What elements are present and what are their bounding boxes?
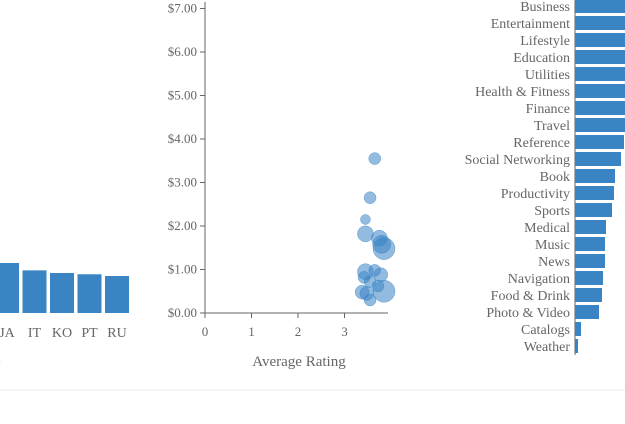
category-bar [575, 50, 625, 64]
language-bar [77, 274, 102, 313]
category-label: News [538, 255, 570, 270]
language-tick-label: IT [28, 326, 42, 341]
scatter-point [372, 237, 396, 260]
category-bar [575, 33, 625, 47]
scatter-point [372, 280, 396, 303]
y-tick-label: $1.00 [168, 262, 197, 277]
scatter-point [363, 191, 377, 204]
category-label: Sports [534, 204, 570, 219]
language-bar [22, 270, 47, 313]
category-label: Education [513, 51, 570, 66]
y-tick-label: $0.00 [168, 305, 197, 320]
category-label: Lifestyle [520, 34, 570, 49]
x-tick-label: 0 [202, 324, 209, 339]
category-bar [575, 288, 602, 302]
category-bar [575, 305, 599, 319]
category-label: Weather [524, 340, 571, 355]
category-label: Productivity [501, 187, 570, 202]
category-label: Medical [524, 221, 570, 236]
language-bar-chart: JA IT KO PT RU e [0, 262, 129, 370]
category-label: Social Networking [465, 153, 570, 168]
x-tick-label: 3 [341, 324, 348, 339]
category-bar [575, 339, 578, 353]
language-bar [50, 272, 74, 313]
x-tick-label: 1 [248, 324, 255, 339]
category-bar [575, 67, 625, 81]
category-bar [575, 0, 625, 13]
category-bar [575, 254, 605, 268]
y-tick-label: $5.00 [168, 88, 197, 103]
scatter-point [363, 293, 377, 307]
x-axis-label: e [0, 354, 1, 370]
language-tick-label: RU [107, 326, 126, 341]
x-axis-label: Average Rating [252, 354, 346, 370]
category-bar [575, 118, 625, 132]
category-bar [575, 203, 612, 217]
category-bar [575, 135, 624, 149]
category-bar [575, 101, 625, 115]
x-tick-label: 2 [295, 324, 302, 339]
y-tick-label: $6.00 [168, 44, 197, 59]
y-tick-label: $2.00 [168, 218, 197, 233]
language-bar [0, 262, 19, 313]
category-label: Entertainment [491, 17, 570, 32]
category-bar [575, 220, 606, 234]
category-label: Book [540, 170, 570, 185]
scatter-point [368, 152, 381, 165]
category-label: Utilities [525, 68, 570, 83]
category-label: Reference [513, 136, 570, 151]
category-bar [575, 169, 615, 183]
category-label: Catalogs [521, 323, 570, 338]
price-vs-rating-scatter: $0.00 $1.00 $2.00 $3.00 $4.00 $5.00 $6.00 $7.00… [168, 1, 396, 370]
category-label: Health & Fitness [475, 85, 570, 100]
scatter-point [360, 214, 371, 225]
category-bar-chart: Business Entertainment Lifestyle Education U… [465, 0, 625, 355]
category-label: Food & Drink [491, 289, 570, 304]
category-bar [575, 322, 581, 336]
category-label: Music [535, 238, 570, 253]
category-bar [575, 16, 625, 30]
category-bar [575, 186, 614, 200]
language-tick-label: KO [52, 326, 72, 341]
category-label: Travel [534, 119, 570, 134]
category-bar [575, 84, 625, 98]
category-label: Navigation [508, 272, 570, 287]
category-label: Business [520, 0, 570, 15]
category-bar [575, 152, 621, 166]
category-label: Photo & Video [486, 306, 570, 321]
language-tick-label: PT [81, 326, 98, 341]
scatter-point [357, 225, 374, 243]
y-tick-label: $3.00 [168, 175, 197, 190]
category-label: Finance [526, 102, 570, 117]
category-bar [575, 271, 603, 285]
category-bar [575, 237, 605, 251]
y-tick-label: $7.00 [168, 1, 197, 16]
language-tick-label: JA [0, 326, 16, 341]
y-tick-label: $4.00 [168, 131, 197, 146]
language-bar [105, 276, 129, 313]
